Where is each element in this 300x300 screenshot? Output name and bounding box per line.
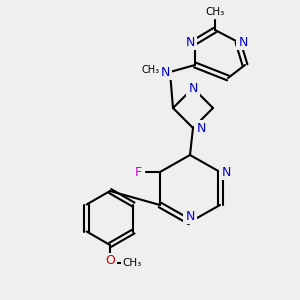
Text: N: N <box>188 82 198 94</box>
Text: O: O <box>105 254 115 268</box>
Text: N: N <box>196 122 206 134</box>
Text: N: N <box>185 35 195 49</box>
Text: CH₃: CH₃ <box>206 7 225 17</box>
Text: CH₃: CH₃ <box>122 258 142 268</box>
Text: N: N <box>238 35 248 49</box>
Text: N: N <box>221 166 231 178</box>
Text: F: F <box>134 166 142 178</box>
Text: CH₃: CH₃ <box>142 65 160 75</box>
Text: N: N <box>185 209 195 223</box>
Text: N: N <box>160 65 170 79</box>
